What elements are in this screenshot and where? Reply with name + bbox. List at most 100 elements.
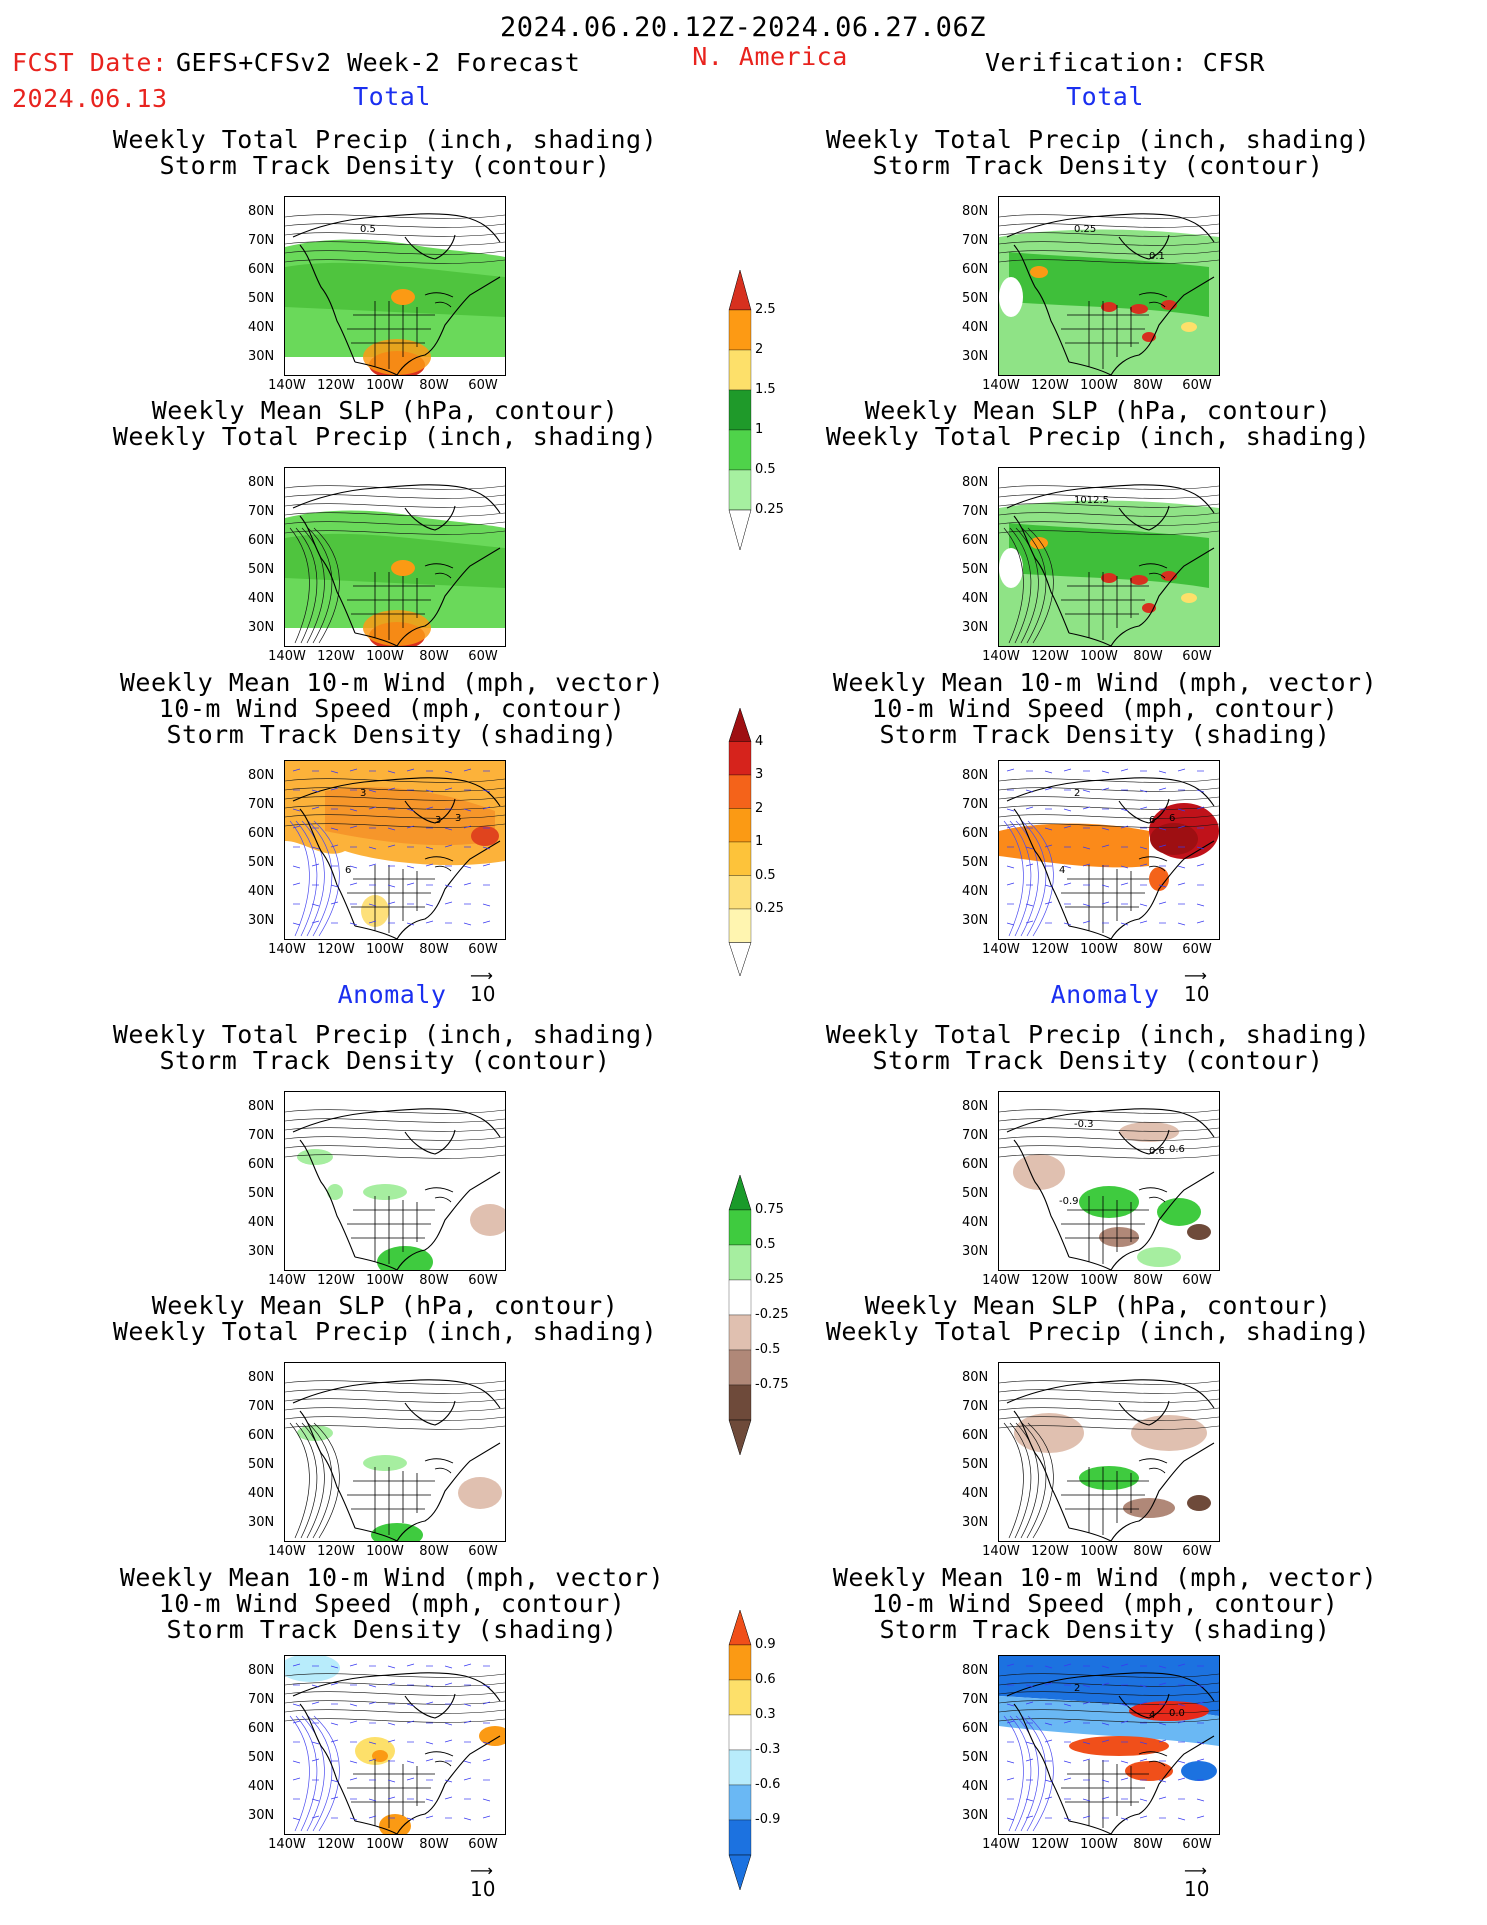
contour-line-west	[307, 1422, 333, 1539]
wind-vector	[368, 1701, 377, 1705]
contour-line-west	[1015, 527, 1039, 644]
contour-line-west	[1003, 527, 1024, 644]
wind-vector	[406, 1777, 415, 1781]
wind-vector	[1158, 770, 1167, 774]
wind-vector	[349, 922, 358, 926]
contour-label: -0.9	[1059, 1196, 1079, 1207]
contour-line	[999, 1416, 1219, 1421]
shade-green-1	[1079, 1186, 1139, 1218]
map-panel-v-precip-total: 0.25 0.1	[998, 196, 1220, 376]
wind-vector	[1177, 1817, 1186, 1821]
wind-vector	[1139, 1798, 1148, 1802]
contour-line-west	[1027, 820, 1054, 937]
wind-vector	[1101, 1796, 1110, 1800]
wind-vector	[1120, 922, 1129, 926]
contour-label: 6	[1149, 815, 1155, 826]
wind-vector	[1025, 1701, 1034, 1705]
colorbar-label: 0.25	[755, 901, 784, 916]
wind-vector	[1025, 806, 1034, 810]
map-v-wind-total: 2 6 6 4	[999, 768, 1219, 939]
panel-title-v-precip-anom: Weekly Total Precip (inch, shading) Storm…	[825, 1020, 1371, 1075]
lat-label: 50N	[962, 855, 989, 870]
contour-line	[285, 1154, 505, 1159]
wind-vector	[444, 1682, 453, 1686]
shade-brown-1	[1123, 1498, 1175, 1518]
wind-vector	[1158, 1722, 1167, 1726]
contour-line	[285, 1398, 505, 1403]
wind-vector	[1025, 920, 1034, 924]
shade-lightgreen-1	[297, 1149, 333, 1165]
contour-line	[999, 512, 1219, 517]
coastline	[292, 1108, 501, 1270]
wind-vector	[349, 1817, 358, 1821]
colorbar-swatch	[728, 1819, 752, 1856]
lat-label: 30N	[962, 1808, 989, 1823]
panel-title-f-precip-total: Weekly Total Precip (inch, shading) Storm…	[112, 125, 658, 180]
colorbar-label: 0.6	[755, 1672, 776, 1687]
contour-line-west	[289, 527, 310, 644]
wind-vector	[1044, 844, 1053, 848]
contour-line-west	[301, 1715, 325, 1832]
wind-vector	[1139, 1684, 1148, 1688]
lat-label: 70N	[248, 1399, 275, 1414]
lon-label: 140W	[268, 649, 306, 664]
wind-vector	[463, 1663, 472, 1667]
coastline	[292, 777, 501, 939]
wind-vector	[406, 1703, 415, 1707]
vector-ref-value: 10	[470, 982, 496, 1006]
contour-line	[285, 787, 505, 792]
lat-label: 80N	[962, 475, 989, 490]
lat-label: 50N	[248, 1186, 275, 1201]
colorbar-label: -0.5	[755, 1342, 781, 1357]
wind-vector	[1158, 844, 1167, 848]
lat-label: 30N	[962, 620, 989, 635]
wind-vector	[463, 922, 472, 926]
contour-label: 0.5	[360, 224, 376, 235]
wind-vector	[1196, 1684, 1205, 1688]
contour-line-west	[1021, 820, 1047, 937]
lat-label: 60N	[962, 1428, 989, 1443]
contour-label: 0.6	[1149, 1146, 1165, 1157]
shade-red-1	[1101, 573, 1117, 583]
vector-reference: ⟶ 10	[1184, 968, 1209, 1007]
wind-vector	[1177, 1777, 1186, 1781]
wind-vector	[311, 1701, 320, 1705]
wind-vector	[1139, 1815, 1148, 1819]
wind-vector	[1101, 1722, 1110, 1726]
contour-line	[285, 232, 505, 237]
lat-label: 70N	[962, 1692, 989, 1707]
wind-vector	[330, 1722, 339, 1726]
wind-vector	[311, 1798, 320, 1802]
contour-line	[285, 485, 505, 490]
colorbar-label: 0.25	[755, 1272, 784, 1287]
lat-label: 60N	[248, 262, 275, 277]
shade-orange-band	[999, 823, 1149, 868]
colorbar-swatch	[728, 1244, 752, 1281]
lon-label: 120W	[317, 378, 355, 393]
wind-vector	[368, 1741, 377, 1745]
lat-label: 70N	[962, 233, 989, 248]
wind-vector	[1120, 1663, 1129, 1667]
wind-vector	[1101, 1739, 1110, 1743]
wind-vector	[482, 903, 491, 907]
wind-vector	[1063, 768, 1072, 772]
colorbar-bottom-cap	[728, 942, 752, 977]
contour-line	[999, 1682, 1219, 1687]
contour-line	[999, 1154, 1219, 1159]
contour-line	[285, 805, 505, 810]
wind-vector	[368, 1684, 377, 1688]
contour-line	[285, 1673, 505, 1678]
lat-label: 70N	[248, 797, 275, 812]
fcst-date-value: 2024.06.13	[12, 84, 168, 113]
lon-label: 120W	[1031, 942, 1069, 957]
vector-ref-value: 10	[1184, 1877, 1210, 1901]
lat-label: 30N	[248, 1244, 275, 1259]
shade-green-dark	[1009, 252, 1209, 317]
wind-vector	[349, 1777, 358, 1781]
colorbar-storm_total	[728, 708, 752, 977]
contour-line	[999, 805, 1219, 810]
lat-label: 60N	[962, 1157, 989, 1172]
colorbar-label: 0.5	[755, 1237, 776, 1252]
contour-line-west	[1021, 1715, 1047, 1832]
state-borders	[1061, 865, 1149, 933]
